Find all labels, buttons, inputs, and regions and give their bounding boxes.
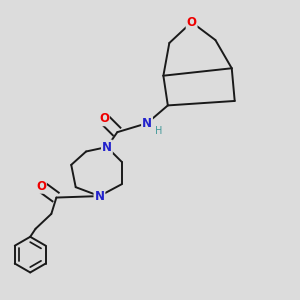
Text: H: H [155,126,163,136]
Text: O: O [36,180,46,193]
Text: N: N [102,140,112,154]
Text: O: O [187,16,196,29]
Text: O: O [99,112,109,125]
Text: N: N [94,190,104,202]
Text: N: N [142,117,152,130]
